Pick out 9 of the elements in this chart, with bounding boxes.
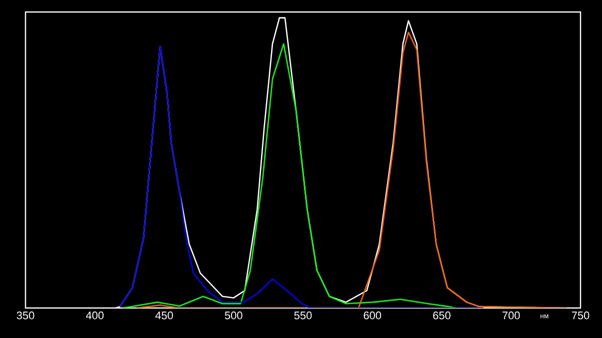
x-tick-label: 550 [294, 312, 312, 320]
x-tick-label: 350 [16, 312, 34, 320]
x-tick-label: 400 [86, 312, 104, 320]
x-tick-label: 500 [224, 312, 242, 320]
x-tick-label: 650 [433, 312, 450, 320]
x-tick-label: 600 [364, 312, 382, 320]
x-tick-label: 700 [502, 312, 520, 320]
x-tick-label: 750 [572, 312, 590, 320]
x-tick-label: 450 [155, 312, 173, 320]
